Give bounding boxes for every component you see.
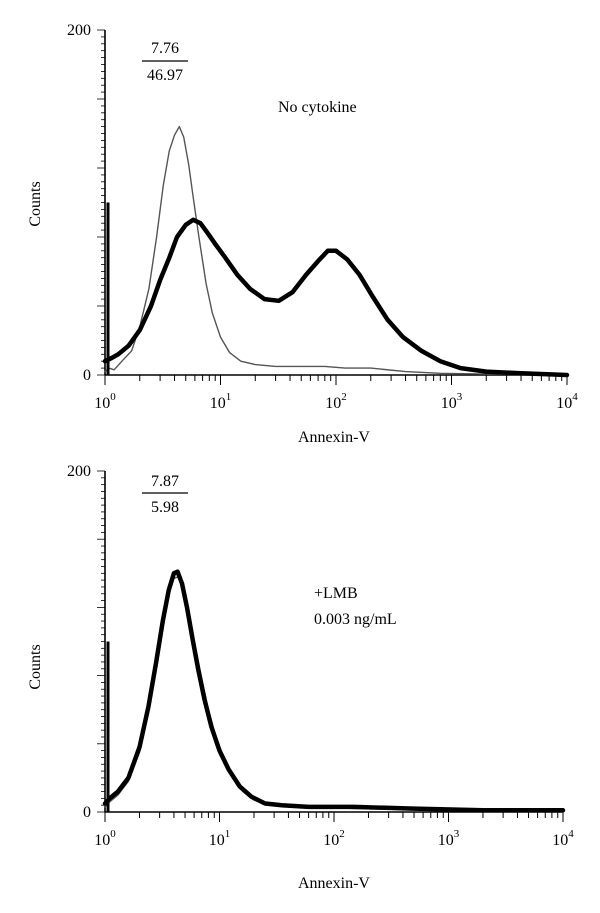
- fraction-numerator: 7.87: [151, 473, 179, 490]
- y-axis-title: Counts: [27, 644, 44, 689]
- series-thick-line: [102, 569, 566, 813]
- fraction-denominator: 5.98: [151, 499, 179, 516]
- condition-label: +LMB: [314, 585, 358, 602]
- x-tick-label: 102: [323, 828, 345, 849]
- fraction-denominator: 46.97: [147, 67, 183, 84]
- x-axis-title: Annexin-V: [298, 875, 370, 892]
- x-axis-title: Annexin-V: [298, 429, 370, 446]
- x-tick-label: 100: [94, 391, 116, 412]
- chart-panel-no-cytokine: 0 200 100 101 102 103 104 7.76 46.97 No cytoki…: [0, 0, 600, 456]
- y-axis-title: Counts: [27, 181, 44, 226]
- condition-sublabel: 0.003 ng/mL: [314, 611, 397, 628]
- condition-label: No cytokine: [278, 99, 357, 116]
- y-tick-label: 0: [83, 804, 91, 821]
- y-tick-label: 0: [83, 367, 91, 384]
- y-tick-label: 200: [67, 22, 91, 39]
- x-tick-label: 104: [556, 391, 578, 412]
- x-tick-label: 103: [441, 391, 463, 412]
- x-tick-label: 104: [552, 828, 574, 849]
- series-thick-line: [102, 217, 570, 378]
- x-tick-label: 101: [209, 828, 231, 849]
- x-tick-label: 102: [325, 391, 347, 412]
- y-tick-label: 200: [67, 463, 91, 480]
- fraction-numerator: 7.76: [151, 40, 179, 57]
- x-tick-label: 100: [94, 828, 116, 849]
- histogram-chart: 0 200 100 101 102 103 104 7.87 5.98 +LMB 0.003…: [27, 463, 574, 892]
- x-tick-label: 101: [210, 391, 232, 412]
- histogram-chart: 0 200 100 101 102 103 104 7.76 46.97 No cytoki…: [27, 22, 578, 446]
- x-tick-label: 103: [438, 828, 460, 849]
- chart-panel-lmb: 0 200 100 101 102 103 104 7.87 5.98 +LMB 0.003…: [0, 456, 600, 913]
